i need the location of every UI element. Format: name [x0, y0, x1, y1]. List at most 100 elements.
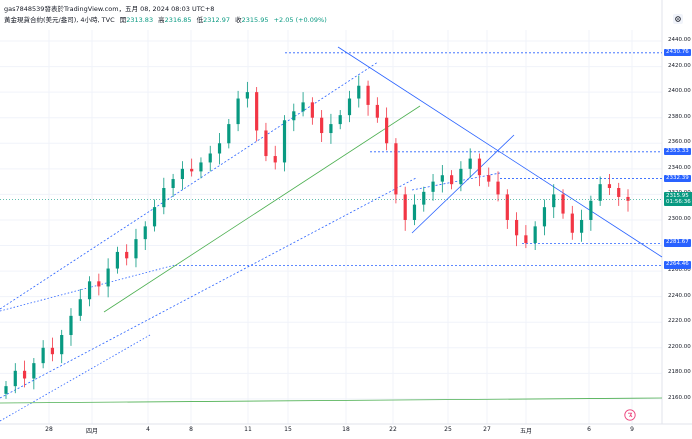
candle — [282, 115, 287, 172]
candle-body — [579, 219, 584, 233]
candle — [598, 176, 602, 206]
candle-body — [245, 92, 249, 99]
candle — [394, 138, 398, 204]
time-tick-label: 五月 — [519, 428, 533, 435]
symbol-ohlc-line: 黃金現貨合約(美元/盎司), 4小時, TVC 開2313.83 高2316.8… — [4, 14, 330, 24]
candle — [217, 133, 222, 165]
bottom-green-line — [0, 397, 663, 404]
price-tick-label: 2180.00 — [668, 369, 691, 376]
candle-body — [357, 85, 361, 99]
candle-body — [310, 102, 314, 118]
candle — [468, 148, 472, 178]
candle — [4, 381, 8, 399]
settings-button[interactable] — [673, 14, 683, 24]
candle — [134, 228, 138, 268]
candle-body — [524, 235, 528, 243]
candle-body — [190, 168, 194, 172]
candle-body — [50, 347, 55, 355]
candle-body — [282, 120, 287, 163]
candle — [106, 258, 110, 298]
candle — [320, 110, 324, 142]
candle — [115, 246, 120, 274]
candle-body — [217, 143, 222, 154]
candle-body — [338, 115, 342, 125]
candle-body — [4, 386, 8, 394]
candle — [477, 153, 482, 187]
green-trend-line — [103, 105, 421, 313]
price-tick-label: 2420.00 — [668, 62, 691, 69]
candle-body — [227, 124, 231, 144]
candle — [347, 90, 352, 123]
candle-body — [375, 104, 379, 118]
candle-body — [13, 370, 17, 387]
candle-body — [403, 194, 407, 220]
candle — [208, 145, 212, 172]
candle — [412, 194, 417, 226]
ohlc-high: 高2316.85 — [158, 16, 192, 24]
candle — [329, 113, 333, 144]
falling-trend-line — [337, 46, 663, 258]
candle — [190, 158, 194, 177]
candle-body — [607, 184, 612, 189]
candle-body — [273, 156, 277, 163]
candle-body — [450, 175, 454, 185]
candle-body — [32, 363, 36, 379]
price-tick-label: 2260.00 — [668, 267, 691, 274]
candle — [440, 164, 444, 193]
candle — [570, 205, 574, 240]
time-tick-label: 6 — [587, 426, 591, 433]
candle-body — [385, 117, 389, 144]
candle — [69, 308, 73, 346]
level-price-tag: 2264.46 — [664, 261, 691, 269]
time-tick-label: 11 — [244, 426, 252, 433]
candle — [87, 276, 92, 307]
candle-body — [589, 200, 593, 220]
candle — [152, 199, 157, 232]
candle-body — [440, 175, 444, 182]
candle-body — [78, 299, 82, 316]
wedge-upper-line — [411, 134, 515, 234]
candle — [50, 337, 55, 362]
candle-body — [236, 98, 240, 125]
candle-body — [552, 194, 556, 208]
candle — [78, 288, 82, 321]
candle — [589, 195, 593, 231]
level-price-tag: 2281.67 — [664, 239, 691, 247]
candle-body — [394, 143, 398, 195]
candle-body — [347, 98, 352, 116]
candle-body — [125, 251, 129, 259]
time-tick-label: 4 — [146, 426, 150, 433]
price-tick-label: 2200.00 — [668, 343, 691, 350]
candle — [459, 161, 463, 192]
candle-body — [487, 175, 491, 182]
last-price-value: 2315.95 — [666, 192, 689, 199]
candle-body — [320, 117, 324, 134]
price-tick-label: 2360.00 — [668, 139, 691, 146]
candle — [533, 221, 537, 251]
price-tick-label: 2300.00 — [668, 215, 691, 222]
candle — [579, 209, 584, 242]
level-price-tag: 2430.76 — [664, 48, 691, 57]
candle-body — [459, 168, 463, 185]
candle-body — [505, 194, 509, 220]
ohlc-low: 低2312.97 — [196, 16, 231, 24]
candle — [505, 189, 509, 229]
tradingview-logo-icon[interactable] — [624, 409, 636, 421]
candle-body — [366, 85, 370, 105]
price-tick-label: 2440.00 — [668, 37, 691, 43]
candle — [514, 212, 519, 247]
candle-body — [329, 124, 333, 134]
candle-body — [264, 130, 268, 157]
candle — [431, 173, 435, 201]
candle-body — [69, 315, 73, 336]
candle — [385, 107, 389, 151]
candle — [13, 363, 17, 394]
candle-body — [477, 158, 482, 176]
time-tick-label: 27 — [483, 426, 491, 433]
candle — [255, 87, 259, 142]
candle — [97, 273, 101, 296]
candle — [366, 80, 370, 116]
candle-body — [617, 188, 621, 197]
